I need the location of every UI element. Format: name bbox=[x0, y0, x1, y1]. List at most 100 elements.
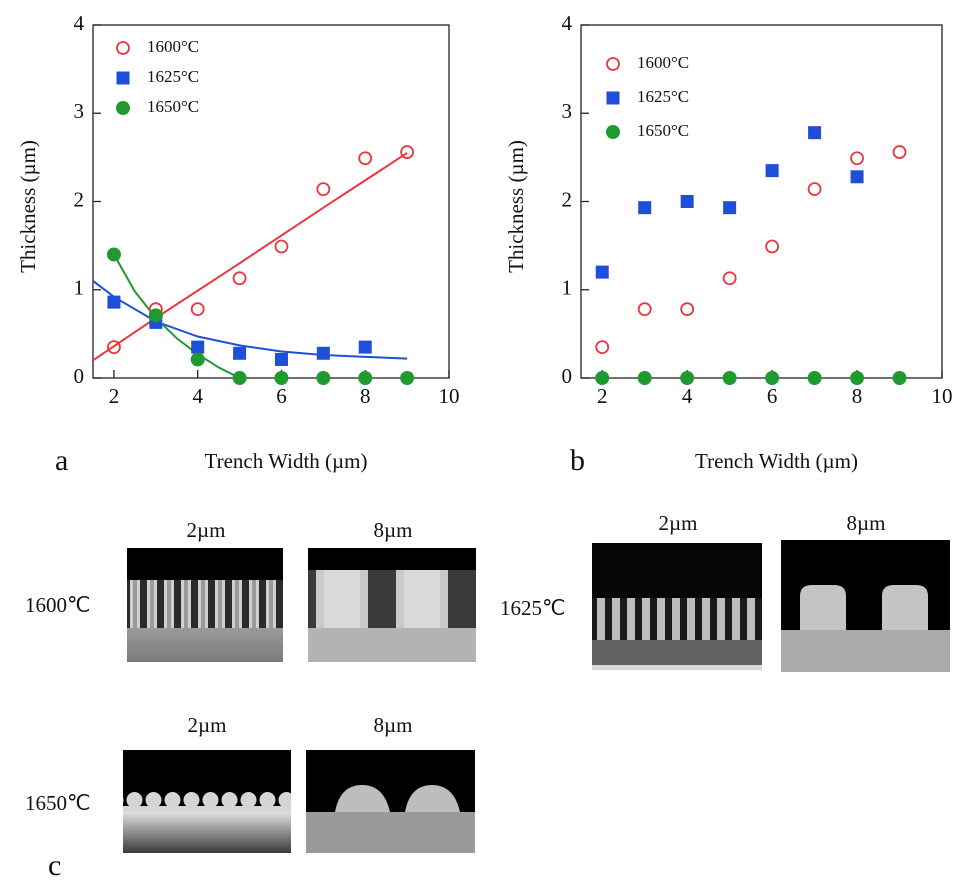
marker bbox=[274, 371, 289, 385]
marker bbox=[106, 247, 121, 262]
x-tick-label: 8 bbox=[360, 384, 371, 408]
marker bbox=[606, 57, 620, 71]
y-tick-label: 2 bbox=[562, 187, 573, 211]
x-tick-label: 2 bbox=[109, 384, 120, 408]
marker bbox=[807, 182, 822, 197]
marker bbox=[116, 71, 130, 85]
fit-line bbox=[113, 253, 241, 379]
sem-image bbox=[592, 543, 762, 670]
marker bbox=[765, 164, 779, 178]
x-tick-label: 10 bbox=[439, 384, 460, 408]
marker bbox=[765, 239, 780, 254]
marker bbox=[680, 371, 695, 385]
x-tick-label: 2 bbox=[597, 384, 608, 408]
marker bbox=[116, 41, 130, 55]
legend-label: 1625°C bbox=[637, 87, 689, 106]
marker bbox=[606, 125, 620, 139]
marker bbox=[723, 201, 737, 215]
marker bbox=[358, 371, 373, 385]
sem-image bbox=[306, 750, 475, 853]
marker bbox=[358, 340, 372, 354]
marker bbox=[892, 145, 907, 159]
marker bbox=[274, 239, 289, 254]
marker bbox=[606, 91, 620, 105]
marker bbox=[190, 352, 205, 367]
marker bbox=[595, 340, 610, 355]
marker bbox=[358, 151, 373, 166]
marker bbox=[807, 371, 822, 385]
marker bbox=[850, 371, 865, 385]
marker bbox=[232, 371, 247, 385]
marker bbox=[316, 371, 331, 385]
sem-temperature: 1625℃ bbox=[500, 596, 566, 620]
marker bbox=[808, 126, 822, 140]
plot-frame bbox=[580, 24, 943, 379]
marker bbox=[722, 271, 737, 286]
marker bbox=[765, 371, 780, 385]
sem-temperature: 1600℃ bbox=[25, 593, 91, 617]
y-tick-label: 0 bbox=[74, 364, 85, 388]
x-axis-label: Trench Width (µm) bbox=[695, 449, 858, 473]
marker bbox=[638, 201, 652, 215]
marker bbox=[595, 371, 610, 385]
marker bbox=[116, 101, 130, 115]
marker bbox=[232, 271, 247, 286]
marker bbox=[722, 371, 737, 385]
marker bbox=[190, 302, 205, 317]
legend-label: 1650°C bbox=[147, 97, 199, 116]
legend-label: 1600°C bbox=[147, 37, 199, 56]
marker bbox=[400, 371, 415, 385]
panel-label: a bbox=[55, 444, 68, 477]
x-tick-label: 4 bbox=[192, 384, 203, 408]
y-tick-label: 3 bbox=[562, 99, 573, 123]
marker bbox=[637, 371, 652, 385]
sem-width: 8µm bbox=[847, 511, 886, 535]
sem-image bbox=[127, 548, 283, 662]
marker bbox=[107, 295, 121, 309]
legend-label: 1600°C bbox=[637, 53, 689, 72]
sem-image bbox=[308, 548, 476, 662]
marker bbox=[637, 302, 652, 317]
x-tick-label: 4 bbox=[682, 384, 693, 408]
marker bbox=[316, 346, 330, 360]
sem-image bbox=[781, 540, 950, 672]
y-tick-label: 1 bbox=[74, 276, 85, 300]
fit-line bbox=[92, 152, 408, 362]
sem-width: 2µm bbox=[188, 713, 227, 737]
y-tick-label: 1 bbox=[562, 276, 573, 300]
y-tick-label: 4 bbox=[74, 11, 85, 35]
y-axis-label: Thickness (µm) bbox=[16, 140, 40, 273]
x-tick-label: 6 bbox=[276, 384, 287, 408]
legend-label: 1650°C bbox=[637, 121, 689, 140]
sem-width: 8µm bbox=[374, 518, 413, 542]
marker bbox=[680, 195, 694, 208]
marker bbox=[148, 308, 163, 323]
y-axis-label: Thickness (µm) bbox=[504, 140, 528, 273]
legend-label: 1625°C bbox=[147, 67, 199, 86]
y-tick-label: 0 bbox=[562, 364, 573, 388]
y-tick-label: 3 bbox=[74, 99, 85, 123]
marker bbox=[316, 182, 331, 197]
marker bbox=[595, 265, 609, 279]
sem-width: 2µm bbox=[659, 511, 698, 535]
panel-label: b bbox=[570, 444, 585, 477]
marker bbox=[850, 170, 864, 184]
marker bbox=[274, 352, 288, 366]
x-axis-label: Trench Width (µm) bbox=[205, 449, 368, 473]
fit-line bbox=[92, 280, 408, 360]
panel-label: c bbox=[48, 849, 61, 882]
y-tick-label: 2 bbox=[74, 187, 85, 211]
x-tick-label: 10 bbox=[932, 384, 953, 408]
x-tick-label: 6 bbox=[767, 384, 778, 408]
x-tick-label: 8 bbox=[852, 384, 863, 408]
sem-width: 8µm bbox=[374, 713, 413, 737]
y-tick-label: 4 bbox=[562, 11, 573, 35]
sem-width: 2µm bbox=[187, 518, 226, 542]
sem-image bbox=[123, 750, 291, 853]
marker bbox=[400, 145, 415, 159]
marker bbox=[680, 302, 695, 317]
marker bbox=[107, 340, 121, 355]
marker bbox=[892, 371, 907, 385]
marker bbox=[850, 151, 864, 166]
